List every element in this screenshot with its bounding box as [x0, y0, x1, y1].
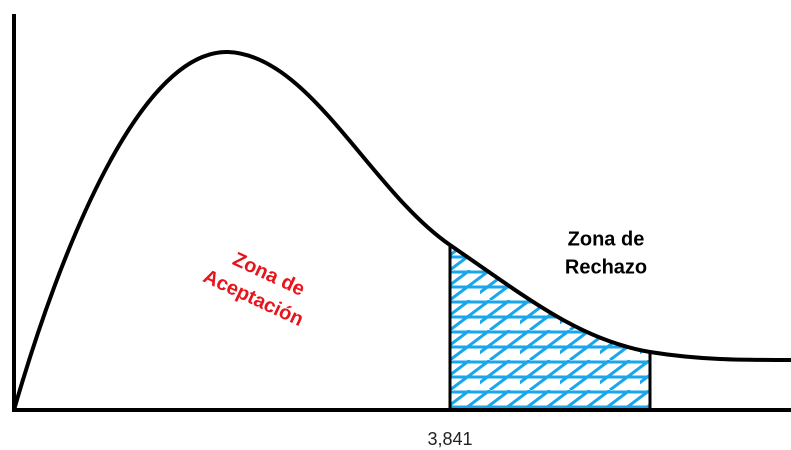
rejection-label: Rechazo [565, 256, 647, 278]
rejection-label: Zona de [568, 228, 645, 250]
critical-value: 3,841 [427, 429, 472, 449]
density-curve [12, 49, 791, 411]
rejection-area [450, 245, 650, 410]
